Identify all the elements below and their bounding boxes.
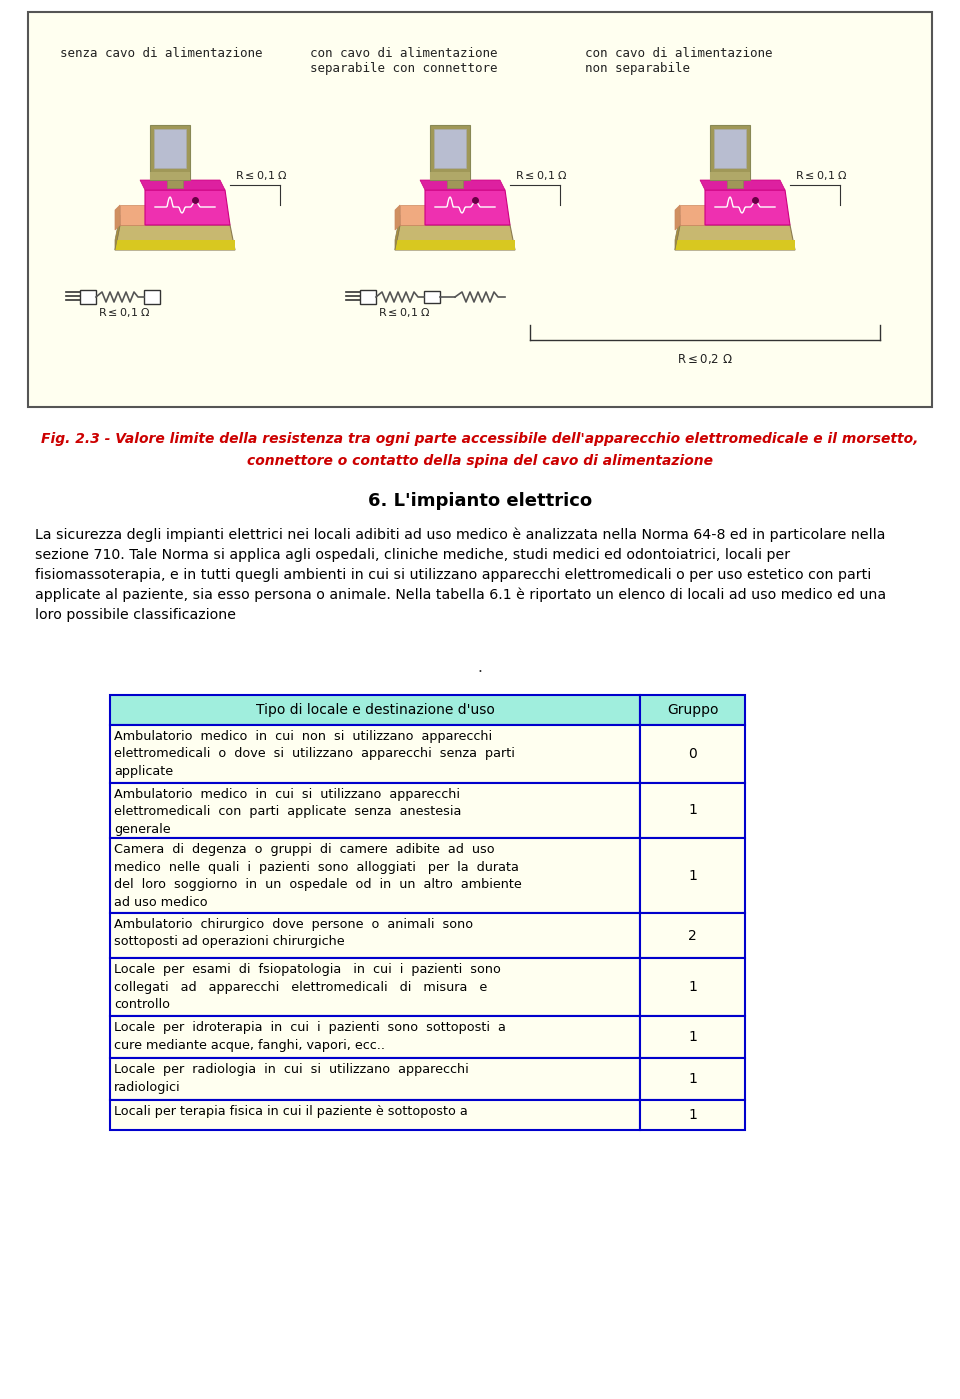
Text: 6. L'impianto elettrico: 6. L'impianto elettrico	[368, 492, 592, 511]
FancyBboxPatch shape	[710, 125, 750, 180]
Polygon shape	[145, 190, 230, 225]
Text: 1: 1	[688, 1072, 697, 1086]
Polygon shape	[395, 215, 400, 250]
FancyBboxPatch shape	[110, 838, 640, 914]
FancyBboxPatch shape	[640, 1100, 745, 1130]
Polygon shape	[120, 206, 145, 225]
Text: con cavo di alimentazione
separabile con connettore: con cavo di alimentazione separabile con…	[310, 48, 497, 76]
Text: Ambulatorio  medico  in  cui  si  utilizzano  apparecchi
elettromedicali  con  p: Ambulatorio medico in cui si utilizzano …	[114, 788, 462, 837]
Text: connettore o contatto della spina del cavo di alimentazione: connettore o contatto della spina del ca…	[247, 455, 713, 469]
Polygon shape	[395, 206, 400, 229]
FancyBboxPatch shape	[110, 1100, 640, 1130]
FancyBboxPatch shape	[430, 172, 470, 180]
Text: 1: 1	[688, 1030, 697, 1044]
Polygon shape	[447, 180, 463, 187]
Text: 2: 2	[688, 929, 697, 943]
FancyBboxPatch shape	[360, 290, 376, 304]
Polygon shape	[115, 241, 235, 250]
Polygon shape	[675, 225, 795, 250]
Text: 1: 1	[688, 1108, 697, 1122]
FancyBboxPatch shape	[640, 783, 745, 838]
Text: 0: 0	[688, 747, 697, 761]
Polygon shape	[140, 180, 225, 190]
FancyBboxPatch shape	[640, 1058, 745, 1100]
FancyBboxPatch shape	[710, 172, 750, 180]
Polygon shape	[115, 225, 235, 250]
Text: sezione 710. Tale Norma si applica agli ospedali, cliniche mediche, studi medici: sezione 710. Tale Norma si applica agli …	[35, 548, 790, 562]
Polygon shape	[727, 180, 743, 187]
FancyBboxPatch shape	[434, 129, 466, 168]
Text: 1: 1	[688, 869, 697, 883]
FancyBboxPatch shape	[110, 725, 640, 783]
Polygon shape	[115, 215, 120, 250]
Polygon shape	[705, 190, 790, 225]
Text: fisiomassoterapia, e in tutti quegli ambienti in cui si utilizzano apparecchi el: fisiomassoterapia, e in tutti quegli amb…	[35, 568, 872, 582]
FancyBboxPatch shape	[154, 129, 186, 168]
Text: R$\leq$0,1 $\Omega$: R$\leq$0,1 $\Omega$	[795, 169, 848, 182]
Text: Fig. 2.3 - Valore limite della resistenza tra ogni parte accessibile dell'appare: Fig. 2.3 - Valore limite della resistenz…	[41, 432, 919, 446]
Text: Camera  di  degenza  o  gruppi  di  camere  adibite  ad  uso
medico  nelle  qual: Camera di degenza o gruppi di camere adi…	[114, 844, 521, 908]
FancyBboxPatch shape	[150, 125, 190, 180]
Polygon shape	[700, 180, 785, 190]
Text: .: .	[477, 660, 483, 674]
FancyBboxPatch shape	[80, 290, 96, 304]
FancyBboxPatch shape	[110, 958, 640, 1016]
Polygon shape	[675, 215, 680, 250]
Polygon shape	[675, 241, 795, 250]
Text: R$\leq$0,1 $\Omega$: R$\leq$0,1 $\Omega$	[235, 169, 288, 182]
Polygon shape	[675, 206, 680, 229]
Polygon shape	[395, 241, 515, 250]
FancyBboxPatch shape	[640, 958, 745, 1016]
FancyBboxPatch shape	[640, 838, 745, 914]
FancyBboxPatch shape	[110, 1058, 640, 1100]
FancyBboxPatch shape	[110, 914, 640, 958]
Text: Locale  per  idroterapia  in  cui  i  pazienti  sono  sottoposti  a
cure mediant: Locale per idroterapia in cui i pazienti…	[114, 1021, 506, 1052]
Polygon shape	[395, 225, 515, 250]
FancyBboxPatch shape	[110, 1016, 640, 1058]
FancyBboxPatch shape	[110, 695, 640, 725]
Text: La sicurezza degli impianti elettrici nei locali adibiti ad uso medico è analizz: La sicurezza degli impianti elettrici ne…	[35, 527, 885, 543]
Text: Locale  per  esami  di  fsiopatologia   in  cui  i  pazienti  sono
collegati   a: Locale per esami di fsiopatologia in cui…	[114, 963, 501, 1011]
Polygon shape	[167, 180, 183, 187]
Text: con cavo di alimentazione
non separabile: con cavo di alimentazione non separabile	[585, 48, 773, 76]
FancyBboxPatch shape	[28, 13, 932, 407]
FancyBboxPatch shape	[150, 172, 190, 180]
Text: Tipo di locale e destinazione d'uso: Tipo di locale e destinazione d'uso	[255, 704, 494, 718]
Text: Locale  per  radiologia  in  cui  si  utilizzano  apparecchi
radiologici: Locale per radiologia in cui si utilizza…	[114, 1063, 468, 1094]
FancyBboxPatch shape	[640, 725, 745, 783]
FancyBboxPatch shape	[424, 291, 440, 304]
Text: 1: 1	[688, 803, 697, 817]
Text: loro possibile classificazione: loro possibile classificazione	[35, 609, 236, 623]
FancyBboxPatch shape	[640, 914, 745, 958]
Text: Locali per terapia fisica in cui il paziente è sottoposto a: Locali per terapia fisica in cui il pazi…	[114, 1105, 468, 1118]
FancyBboxPatch shape	[714, 129, 746, 168]
Text: Gruppo: Gruppo	[667, 704, 718, 718]
FancyBboxPatch shape	[640, 695, 745, 725]
Polygon shape	[420, 180, 505, 190]
Text: 1: 1	[688, 981, 697, 995]
Text: Ambulatorio  medico  in  cui  non  si  utilizzano  apparecchi
elettromedicali  o: Ambulatorio medico in cui non si utilizz…	[114, 730, 515, 778]
Text: applicate al paziente, sia esso persona o animale. Nella tabella 6.1 è riportato: applicate al paziente, sia esso persona …	[35, 588, 886, 603]
Text: R$\leq$0,1 $\Omega$: R$\leq$0,1 $\Omega$	[515, 169, 567, 182]
Text: R$\leq$0,2 $\Omega$: R$\leq$0,2 $\Omega$	[677, 353, 732, 367]
Text: R$\leq$0,1 $\Omega$: R$\leq$0,1 $\Omega$	[378, 306, 431, 319]
Text: senza cavo di alimentazione: senza cavo di alimentazione	[60, 48, 262, 60]
FancyBboxPatch shape	[430, 125, 470, 180]
FancyBboxPatch shape	[640, 1016, 745, 1058]
Text: R$\leq$0,1 $\Omega$: R$\leq$0,1 $\Omega$	[98, 306, 151, 319]
Polygon shape	[425, 190, 510, 225]
Text: Ambulatorio  chirurgico  dove  persone  o  animali  sono
sottoposti ad operazion: Ambulatorio chirurgico dove persone o an…	[114, 918, 473, 949]
FancyBboxPatch shape	[144, 290, 160, 304]
FancyBboxPatch shape	[110, 783, 640, 838]
Polygon shape	[400, 206, 425, 225]
Polygon shape	[680, 206, 705, 225]
Polygon shape	[115, 206, 120, 229]
